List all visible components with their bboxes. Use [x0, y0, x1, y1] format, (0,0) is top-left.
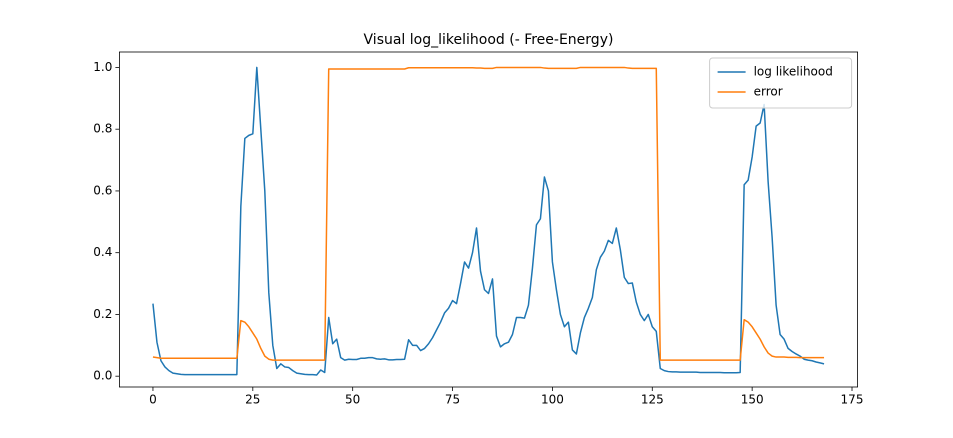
- legend-label: log likelihood: [754, 65, 833, 79]
- y-tick-label: 0.0: [93, 369, 112, 383]
- y-tick-label: 0.2: [93, 307, 112, 321]
- y-tick-label: 1.0: [93, 60, 112, 74]
- y-tick-label: 0.6: [93, 183, 112, 197]
- legend-label: error: [754, 85, 783, 99]
- x-tick-label: 25: [245, 393, 260, 407]
- legend-box: [709, 57, 853, 109]
- x-tick-label: 100: [541, 393, 564, 407]
- line-series: [152, 66, 825, 376]
- line-series: [152, 66, 825, 361]
- x-tick-label: 50: [345, 393, 360, 407]
- x-tick-label: 175: [841, 393, 864, 407]
- x-tick-label: 75: [445, 393, 460, 407]
- y-tick-label: 0.8: [93, 122, 112, 136]
- x-tick-label: 125: [641, 393, 664, 407]
- chart-title: Visual log_likelihood (- Free-Energy): [364, 32, 614, 48]
- x-tick-label: 0: [149, 393, 157, 407]
- plot-frame: [119, 51, 859, 388]
- y-tick-label: 0.4: [93, 245, 112, 259]
- x-tick-label: 150: [741, 393, 764, 407]
